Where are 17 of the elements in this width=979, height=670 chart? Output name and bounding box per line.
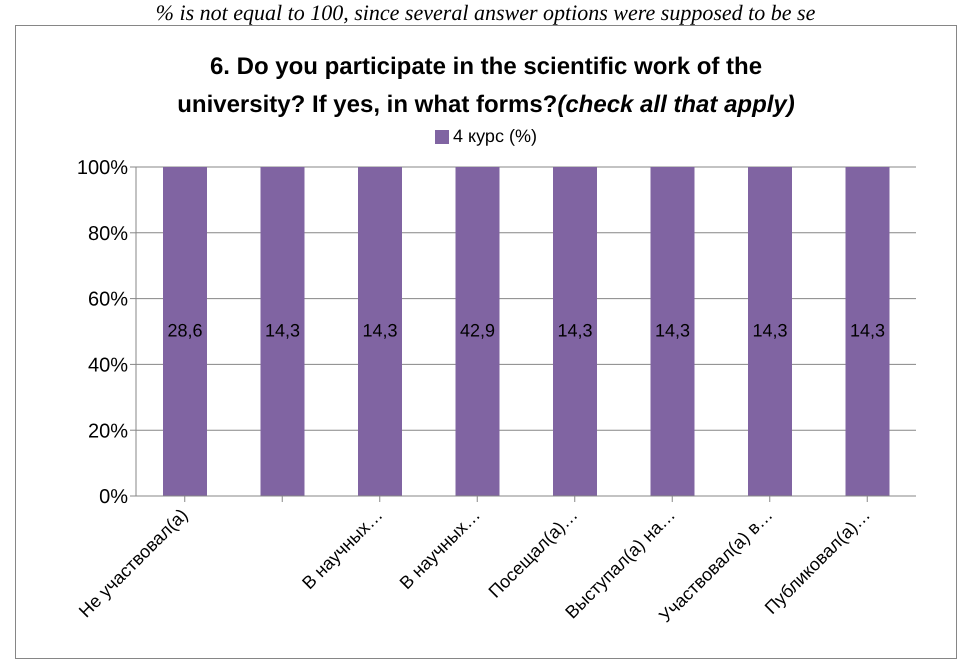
annotation: 14,3	[264, 320, 300, 340]
annotation: 14,3	[557, 320, 593, 340]
y-tick-label: 100%	[76, 157, 128, 180]
annotation: 42,9	[460, 320, 496, 340]
text: % is not equal to 100, since several answer options were supposed to be se	[154, 0, 816, 25]
y-tick-label: 40%	[88, 354, 128, 376]
y-tick-label: 20%	[88, 420, 128, 442]
y-tick-label: 80%	[88, 222, 128, 245]
annotation: 14,3	[654, 320, 690, 340]
annotation: 28,6	[167, 320, 203, 340]
chart-title: 6. Do you participate in the scientific work of the university? If yes, in what forms?(check all that apply)	[176, 52, 796, 120]
y-tick-label: 0%	[99, 486, 128, 508]
annotation: 14,3	[362, 320, 398, 340]
legend-label: 4 курс (%)	[453, 126, 537, 146]
annotation: 14,3	[850, 320, 886, 340]
y-tick-label: 60%	[88, 288, 128, 311]
annotation: 14,3	[752, 320, 788, 340]
